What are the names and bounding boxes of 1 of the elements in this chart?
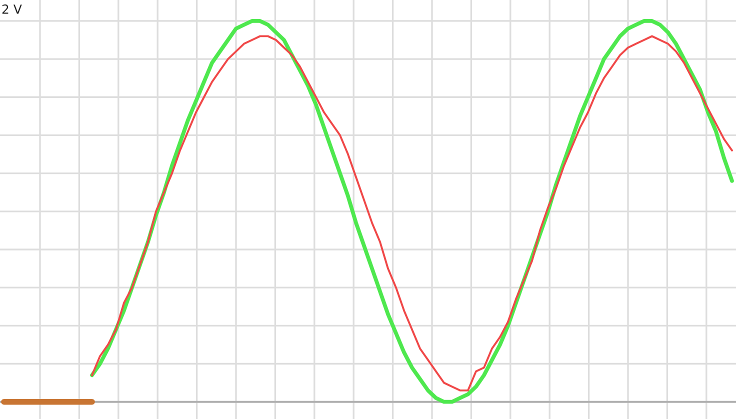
text: 2 V xyxy=(2,4,22,14)
